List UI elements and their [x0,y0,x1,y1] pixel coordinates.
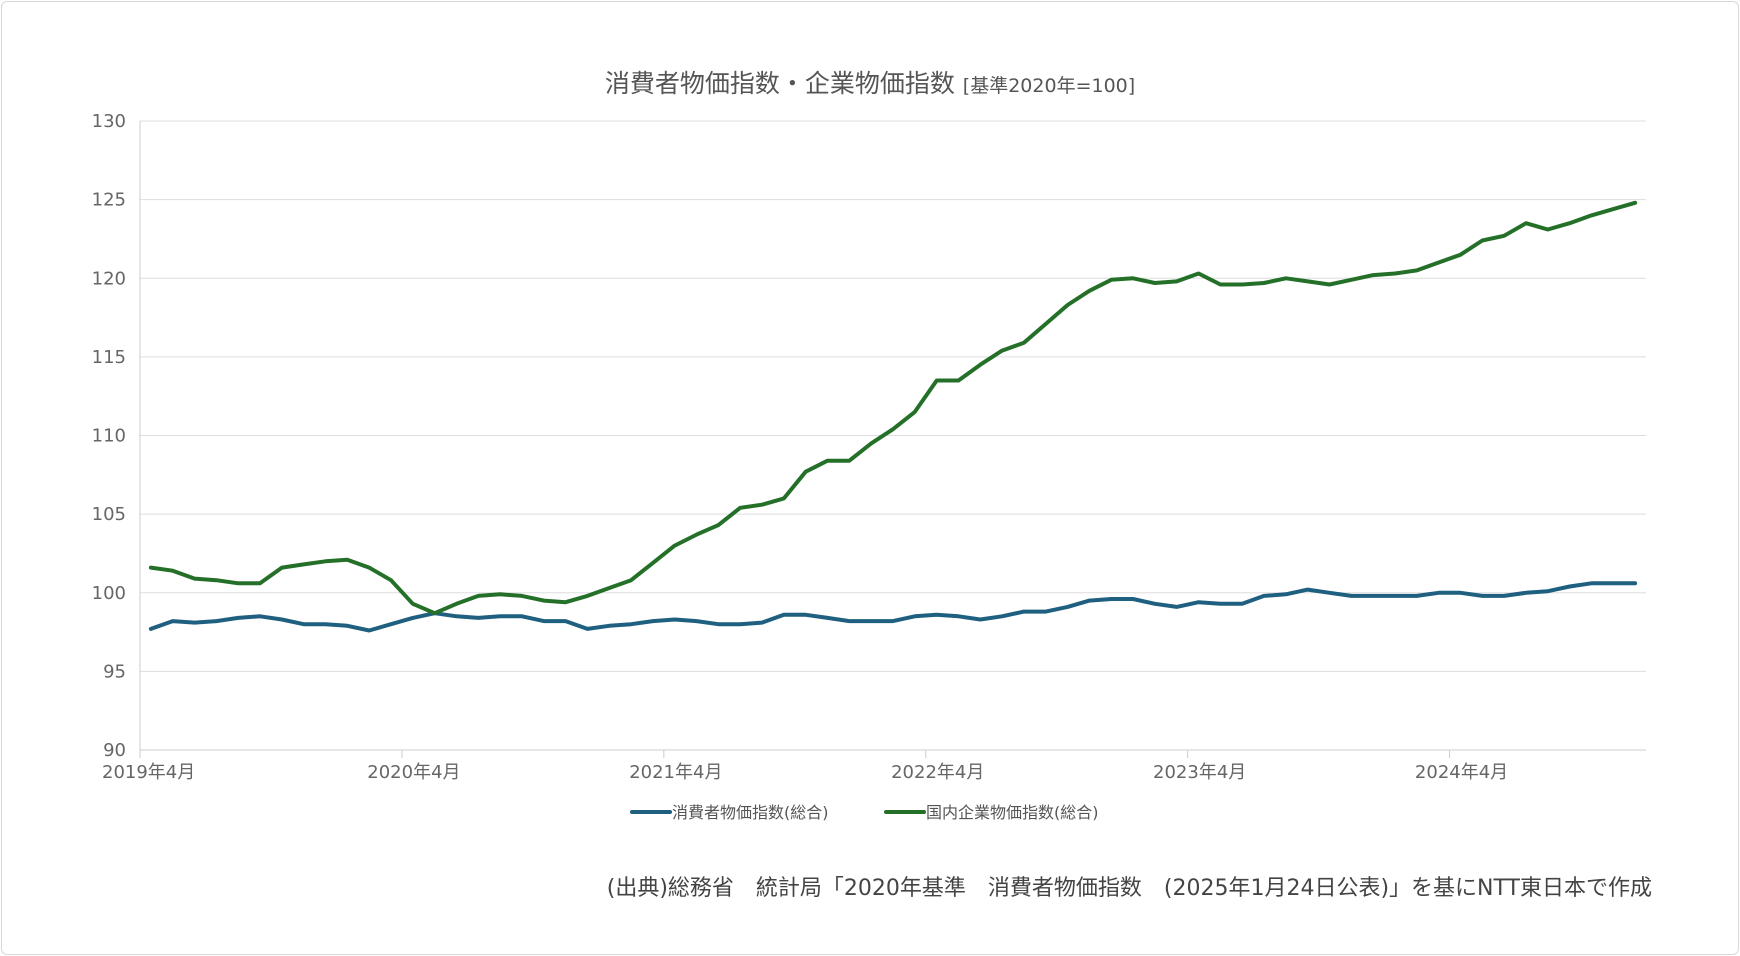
series-line-1 [148,581,1638,633]
x-tick-label: 2020年4月 [367,762,460,783]
chart-subtitle: [基準2020年=100] [962,75,1136,97]
x-tick-label: 2019年4月 [102,762,195,783]
y-tick-label: 95 [103,661,126,682]
y-tick-label: 110 [92,426,126,447]
y-tick-label: 90 [103,740,126,761]
x-tick-label: 2022年4月 [891,762,984,783]
y-tick-label: 115 [92,347,126,368]
source-note: (出典)総務省 統計局「2020年基準 消費者物価指数 (2025年1月24日公… [606,876,1652,901]
y-tick-label: 125 [92,190,126,211]
legend-label-1: 消費者物価指数(総合) [672,803,829,822]
series-line-2 [148,200,1638,616]
x-tick-label: 2021年4月 [629,762,722,783]
y-tick-label: 100 [92,583,126,604]
y-tick-label: 105 [92,504,126,525]
y-tick-label: 120 [92,268,126,289]
y-tick-label: 130 [92,111,126,132]
chart-title: 消費者物価指数・企業物価指数 [基準2020年=100] [2,64,1738,100]
x-tick-label: 2023年4月 [1153,762,1246,783]
chart-title-main: 消費者物価指数・企業物価指数 [604,69,955,98]
legend-label-2: 国内企業物価指数(総合) [926,803,1099,822]
x-tick-label: 2024年4月 [1415,762,1508,783]
